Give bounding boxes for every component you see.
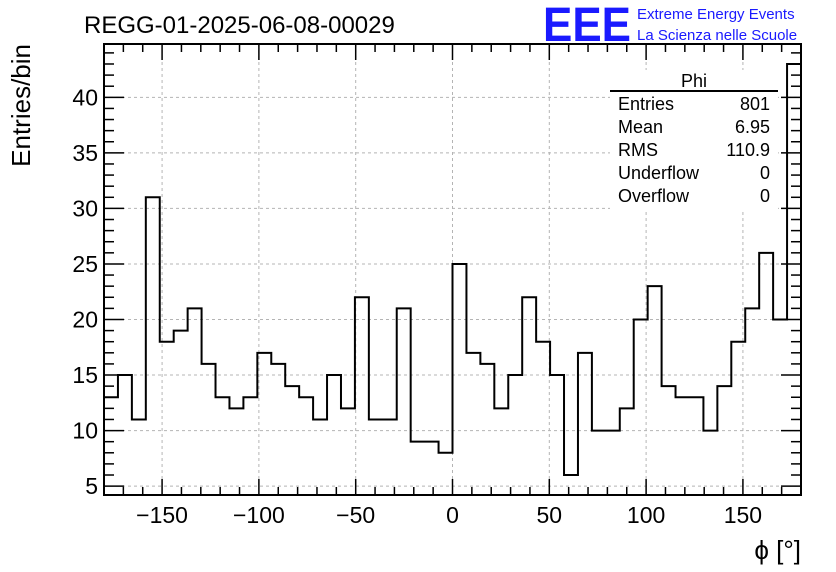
logo-line-2: La Scienza nelle Scuole xyxy=(637,27,797,44)
histogram-bin-11 xyxy=(257,353,271,495)
histogram-bin-0 xyxy=(104,397,118,495)
chart-title: REGG-01-2025-06-08-00029 xyxy=(84,12,395,39)
histogram-bin-26 xyxy=(466,353,480,495)
histogram-bin-38 xyxy=(634,319,648,495)
stats-box: Phi Entries 801 Mean 6.95 RMS 110.9 Underflow 0… xyxy=(610,70,778,210)
y-tick-label: 35 xyxy=(72,140,98,166)
histogram-bin-42 xyxy=(689,397,703,495)
histogram-bin-12 xyxy=(271,364,285,495)
histogram-bin-10 xyxy=(243,397,257,495)
histogram-bin-15 xyxy=(313,419,327,495)
histogram-bin-19 xyxy=(369,419,383,495)
y-tick-label: 5 xyxy=(85,473,98,499)
histogram-bin-37 xyxy=(620,408,634,495)
histogram-bin-27 xyxy=(480,364,494,495)
y-tick-label: 25 xyxy=(72,251,98,277)
histogram-bin-39 xyxy=(648,286,662,495)
histogram-bin-25 xyxy=(453,264,467,495)
stats-box-background xyxy=(610,70,778,210)
x-tick-label: −150 xyxy=(136,502,188,528)
stats-label-mean: Mean xyxy=(618,117,663,137)
axis-ticks xyxy=(103,44,802,495)
histogram-bin-40 xyxy=(662,386,676,495)
histogram-bin-29 xyxy=(508,375,522,495)
histogram-bin-32 xyxy=(550,375,564,495)
histogram-bin-3 xyxy=(146,197,160,495)
histogram-bin-43 xyxy=(703,431,717,495)
histogram-bin-20 xyxy=(383,419,397,495)
histogram-bin-30 xyxy=(522,297,536,495)
y-tick-label: 20 xyxy=(72,306,98,332)
logo-line-1: Extreme Energy Events xyxy=(637,6,795,23)
y-tick-label: 15 xyxy=(72,362,98,388)
histogram-bin-16 xyxy=(327,375,341,495)
x-axis-title: ϕ [°] xyxy=(754,535,801,565)
histogram-bin-45 xyxy=(731,342,745,495)
stats-value-rms: 110.9 xyxy=(726,140,770,160)
histogram-bin-41 xyxy=(676,397,690,495)
histogram-bin-2 xyxy=(132,419,146,495)
stats-value-mean: 6.95 xyxy=(735,117,770,137)
stats-label-entries: Entries xyxy=(618,94,674,114)
y-axis-title: Entries/bin xyxy=(6,44,36,167)
histogram-bin-22 xyxy=(411,442,425,495)
x-tick-label: 100 xyxy=(627,502,665,528)
stats-label-rms: RMS xyxy=(618,140,658,160)
histogram-bin-8 xyxy=(216,397,230,495)
histogram-bin-24 xyxy=(439,453,453,495)
y-tick-label: 40 xyxy=(72,84,98,110)
histogram-bin-21 xyxy=(397,308,411,495)
y-tick-label: 30 xyxy=(72,195,98,221)
x-tick-labels: −150 −100 −50 0 50 100 150 xyxy=(136,502,762,528)
histogram-bin-13 xyxy=(285,386,299,495)
y-tick-label: 10 xyxy=(72,418,98,444)
x-tick-label: −50 xyxy=(336,502,375,528)
histogram-bin-4 xyxy=(160,342,174,495)
stats-label-underflow: Underflow xyxy=(618,163,700,183)
stats-value-overflow: 0 xyxy=(760,186,770,206)
histogram-bin-44 xyxy=(717,386,731,495)
histogram-bin-18 xyxy=(355,297,369,495)
histogram-bin-1 xyxy=(118,375,132,495)
histogram-bin-35 xyxy=(592,431,606,495)
histogram-bin-33 xyxy=(564,475,578,495)
stats-label-overflow: Overflow xyxy=(618,186,690,206)
stats-value-underflow: 0 xyxy=(760,163,770,183)
eee-logo: EEE Extreme Energy Events La Scienza nel… xyxy=(543,0,797,52)
stats-rows: Entries 801 Mean 6.95 RMS 110.9 Underflow 0 Over… xyxy=(618,94,770,206)
histogram-bin-36 xyxy=(606,431,620,495)
histogram-bin-28 xyxy=(494,408,508,495)
histogram-bin-5 xyxy=(174,331,188,495)
x-tick-label: 0 xyxy=(446,502,459,528)
histogram-bin-34 xyxy=(578,353,592,495)
stats-title: Phi xyxy=(681,71,707,91)
x-tick-label: −100 xyxy=(233,502,285,528)
x-tick-label: 150 xyxy=(724,502,762,528)
histogram-bin-47 xyxy=(759,253,773,495)
stats-value-entries: 801 xyxy=(740,94,770,114)
histogram-bin-14 xyxy=(299,397,313,495)
histogram-bin-48 xyxy=(773,319,787,495)
histogram-bin-7 xyxy=(202,364,216,495)
histogram-bin-9 xyxy=(229,408,243,495)
histogram-bin-46 xyxy=(745,308,759,495)
x-tick-label: 50 xyxy=(537,502,563,528)
histogram-bin-17 xyxy=(341,408,355,495)
histogram-bin-31 xyxy=(536,342,550,495)
histogram-bin-23 xyxy=(425,442,439,495)
histogram-bin-6 xyxy=(188,308,202,495)
histogram-line xyxy=(104,62,801,477)
y-tick-labels: 5 10 15 20 25 30 35 40 xyxy=(72,84,98,499)
